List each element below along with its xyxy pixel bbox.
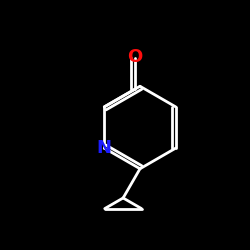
Text: O: O [127,48,142,66]
Text: N: N [97,139,112,157]
